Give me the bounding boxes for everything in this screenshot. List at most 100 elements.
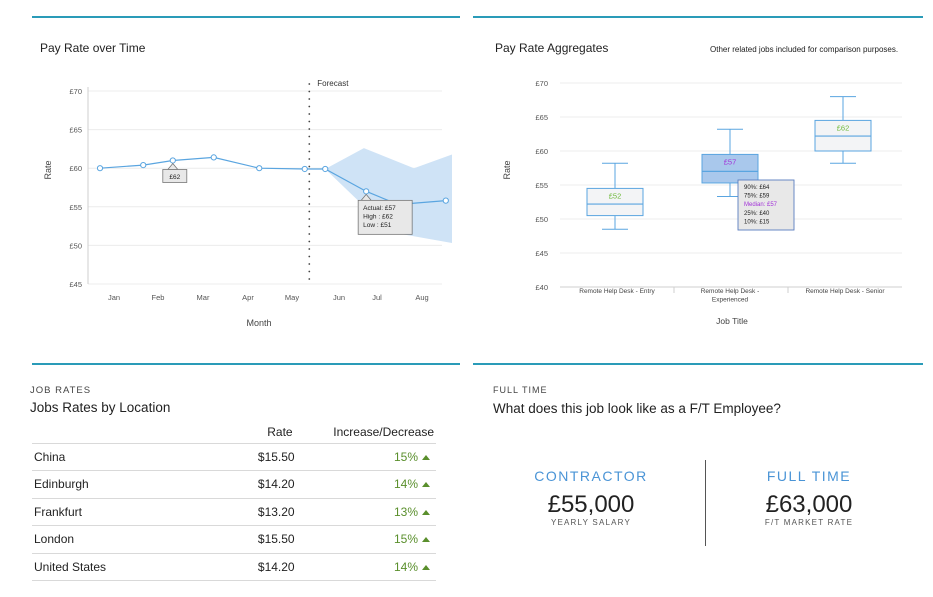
table-row: London $15.50 15% — [32, 525, 436, 553]
x-category-label: Remote Help Desk - Senior — [805, 288, 885, 295]
forecast-divider-dot — [308, 180, 311, 183]
panel-accent-line — [473, 363, 923, 365]
forecast-divider-dot — [308, 218, 311, 220]
forecast-divider-dot — [308, 120, 311, 123]
forecast-divider-dot — [308, 143, 311, 145]
table-header-row: Rate Increase/Decrease — [32, 421, 436, 443]
location-cell-text: Edinburgh — [34, 477, 89, 492]
box-median-label: £57 — [724, 157, 737, 166]
forecast-divider-dot — [308, 195, 311, 198]
pay-rate-series-line — [99, 156, 446, 206]
forecast-divider-dot — [308, 270, 311, 273]
x-tick-label: May — [285, 293, 299, 302]
table-row: Edinburgh $14.20 14% — [32, 470, 436, 498]
forecast-divider-dot — [308, 158, 311, 160]
forecast-band — [325, 148, 452, 243]
y-tick-label: £60 — [69, 164, 82, 173]
increase-arrow-icon — [422, 454, 430, 460]
panel-accent-line — [32, 363, 460, 365]
change-cell-text: 14% — [393, 477, 418, 492]
box-median-label: £62 — [837, 123, 850, 132]
rate-cell-text: $13.20 — [257, 504, 295, 519]
series-point — [256, 165, 263, 172]
forecast-divider-dot — [308, 83, 311, 85]
y-tick-label: £65 — [69, 126, 82, 135]
tooltip-text: Low : £51 — [363, 222, 392, 229]
change-cell: 14% — [294, 552, 436, 581]
forecast-divider-dot — [308, 90, 311, 93]
location-cell: United States — [32, 552, 184, 581]
location-column-header — [32, 421, 184, 443]
series-point — [140, 162, 147, 169]
change-cell-text: 15% — [393, 532, 418, 547]
increase-arrow-icon — [422, 537, 430, 543]
full-time-title: What does this job look like as a F/T Em… — [493, 401, 781, 416]
y-axis-title: Rate — [43, 160, 53, 179]
forecast-divider-dot — [308, 150, 311, 153]
tooltip-text: 75%: £59 — [744, 194, 770, 200]
job-rates-table: Rate Increase/Decrease China $15.50 15% Edi… — [32, 421, 436, 581]
forecast-divider-dot — [308, 248, 311, 250]
forecast-divider-dot — [308, 188, 311, 190]
box-iqr — [701, 153, 759, 184]
x-axis-title: Job Title — [716, 316, 748, 326]
x-tick-label: Aug — [415, 293, 428, 302]
location-cell-text: United States — [34, 559, 107, 574]
table-row: Frankfurt $13.20 13% — [32, 497, 436, 526]
full-time-label: FULL TIME — [766, 468, 852, 484]
pay-rate-box-chart: £70 £65 £60 £55 £50 £45 £40 £52 Remote Help Desk… — [502, 79, 902, 326]
x-category-label: Experienced — [712, 297, 749, 304]
x-tick-label: Jul — [372, 293, 382, 302]
y-tick-label: £55 — [69, 203, 82, 212]
location-cell: Edinburgh — [32, 470, 184, 498]
forecast-label: Forecast — [317, 79, 349, 88]
change-cell: 13% — [294, 497, 436, 526]
y-tick-label: £45 — [535, 249, 548, 258]
tooltip-pointer — [166, 162, 179, 170]
full-time-rate-value: £63,000 — [765, 491, 853, 518]
rate-cell-text: $14.20 — [257, 559, 295, 574]
tooltip-box — [162, 169, 188, 183]
tooltip-text: Median: £57 — [744, 202, 778, 208]
increase-arrow-icon — [422, 564, 430, 570]
series-point — [322, 165, 329, 173]
increase-arrow-icon — [422, 482, 430, 488]
y-tick-label: £45 — [69, 280, 82, 289]
forecast-divider-dot — [308, 203, 311, 205]
change-column-header: Increase/Decrease — [333, 424, 434, 439]
x-tick-label: Jun — [333, 293, 345, 302]
tooltip-box — [737, 179, 795, 231]
forecast-divider-dot — [308, 233, 311, 235]
y-axis-title: Rate — [502, 160, 512, 179]
series-point — [442, 197, 449, 204]
y-tick-label: £70 — [69, 87, 82, 96]
forecast-divider-dot — [308, 240, 311, 243]
rate-cell: $14.20 — [183, 552, 295, 581]
location-cell: Frankfurt — [32, 497, 184, 526]
series-point — [169, 157, 176, 164]
location-cell-text: Frankfurt — [34, 504, 83, 519]
y-tick-label: £70 — [535, 79, 548, 88]
forecast-divider-dot — [308, 105, 311, 108]
y-tick-label: £50 — [69, 241, 82, 250]
change-cell-text: 14% — [393, 559, 418, 574]
x-category-label: Remote Help Desk - — [701, 288, 760, 295]
line-chart-title: Pay Rate over Time — [40, 41, 146, 55]
forecast-divider-dot — [308, 128, 311, 130]
series-point — [363, 188, 370, 195]
box-median-label: £52 — [609, 191, 622, 200]
x-tick-label: Mar — [197, 293, 210, 302]
forecast-divider-dot — [308, 278, 311, 280]
table-row: United States $14.20 14% — [32, 552, 436, 581]
y-tick-label: £55 — [535, 181, 548, 190]
rate-cell: $13.20 — [183, 497, 295, 526]
location-cell: London — [32, 525, 184, 553]
tooltip-text: 90%: £64 — [744, 185, 770, 191]
forecast-divider-dot — [308, 225, 311, 228]
full-time-eyebrow: FULL TIME — [493, 385, 548, 395]
tooltip-text: Actual: £57 — [363, 205, 396, 212]
tooltip-text: 10%: £15 — [744, 219, 770, 225]
y-tick-label: £65 — [535, 113, 548, 122]
rate-cell: $15.50 — [183, 442, 295, 471]
rate-cell-text: $15.50 — [257, 449, 295, 464]
